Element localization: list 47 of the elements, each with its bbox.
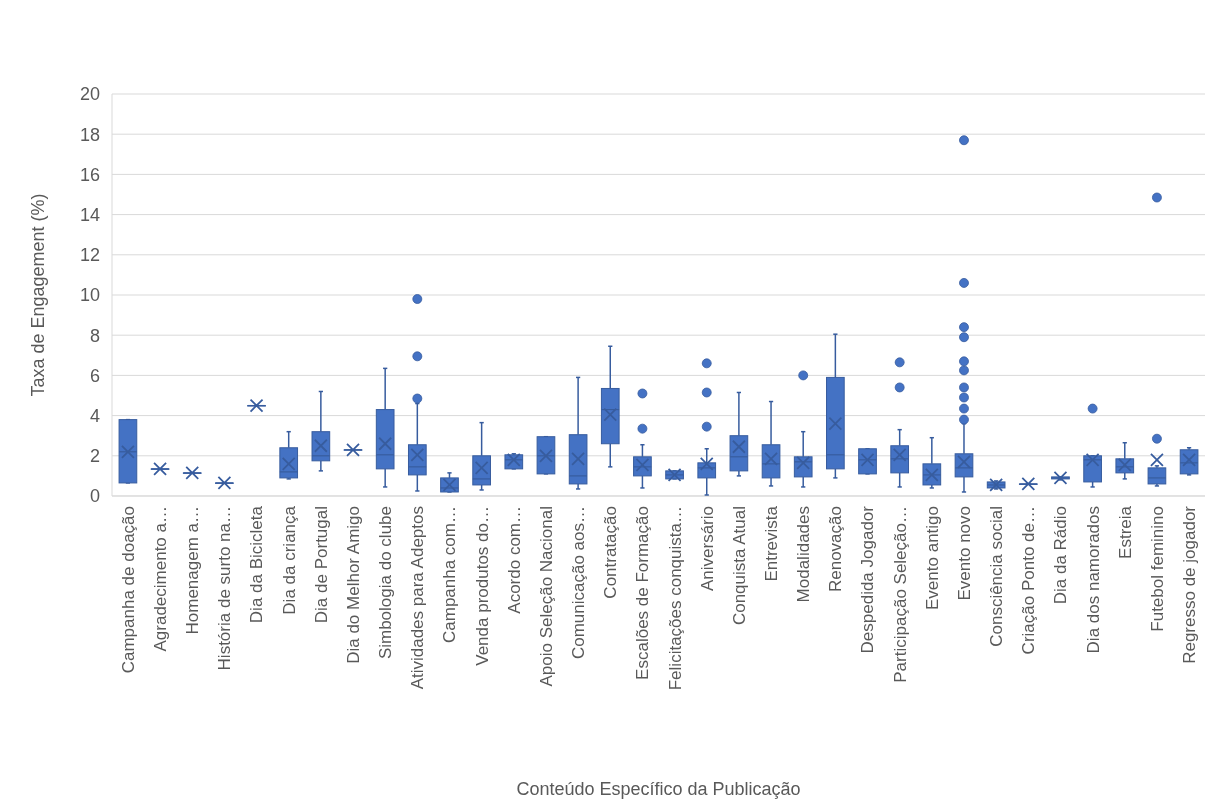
x-tick-label: Homenagem a… — [183, 506, 203, 635]
x-tick-label: Dia de Portugal — [311, 506, 331, 624]
x-tick-label: Dia da Rádio — [1051, 506, 1071, 605]
x-tick-label: Felicitações conquista… — [665, 506, 685, 691]
x-tick-label: Entrevista — [762, 505, 781, 582]
x-tick-label: Venda produtos do… — [472, 506, 492, 666]
y-tick-label: 16 — [79, 164, 100, 185]
y-tick-label: 8 — [89, 325, 100, 346]
x-tick-label: Dia do Melhor Amigo — [343, 506, 363, 664]
x-tick-label: Aniversário — [697, 506, 717, 592]
x-tick-label: Agradecimento a… — [151, 506, 171, 652]
x-tick-label: Evento novo — [954, 506, 974, 601]
x-tick-label: Acordo com… — [504, 506, 524, 614]
x-tick-label: Atividades para Adeptos — [408, 506, 428, 690]
x-tick-label: Estreia — [1115, 505, 1135, 559]
y-tick-label: 12 — [79, 245, 100, 266]
x-tick-label: Comunicação aos… — [569, 506, 589, 660]
x-tick-label: Conquista Atual — [729, 506, 749, 626]
x-tick-label: Simbologia do clube — [376, 506, 396, 660]
y-axis-title: Taxa de Engagement (%) — [28, 193, 48, 397]
x-tick-label: Participação Seleção… — [890, 506, 910, 683]
y-tick-label: 6 — [89, 365, 100, 386]
y-tick-label: 18 — [79, 124, 100, 145]
y-tick-label: 4 — [89, 405, 100, 426]
y-tick-label: 10 — [79, 285, 100, 306]
x-tick-label: Regresso de jogador — [1180, 505, 1200, 664]
x-tick-label: Despedida Jogador — [858, 505, 878, 654]
x-tick-label: História de surto na… — [215, 506, 235, 671]
x-tick-label: Apoio Seleção Nacional — [536, 506, 556, 687]
x-tick-label: Dia dos namorados — [1083, 506, 1103, 654]
x-tick-label: Contratação — [601, 506, 621, 599]
x-tick-label: Criação Ponto de… — [1019, 506, 1039, 655]
x-tick-label: Evento antigo — [922, 506, 942, 610]
x-tick-label: Dia da criança — [279, 505, 299, 615]
y-tick-label: 20 — [79, 84, 100, 105]
x-tick-label: Consciência social — [987, 506, 1007, 647]
x-tick-label: Renovação — [826, 506, 846, 593]
x-tick-label: Campanha de doação — [118, 506, 138, 674]
y-tick-label: 14 — [79, 204, 100, 225]
x-tick-label: Futebol feminino — [1147, 506, 1167, 632]
x-tick-label: Escalões de Formação — [633, 506, 653, 680]
y-tick-label: 0 — [89, 486, 100, 507]
x-tick-label: Dia da Bicicleta — [247, 505, 267, 624]
x-tick-label: Modalidades — [794, 506, 814, 603]
x-tick-label: Campanha com… — [440, 506, 460, 644]
y-tick-label: 2 — [89, 446, 100, 467]
x-axis-title: Conteúdo Específico da Publicação — [516, 779, 801, 799]
